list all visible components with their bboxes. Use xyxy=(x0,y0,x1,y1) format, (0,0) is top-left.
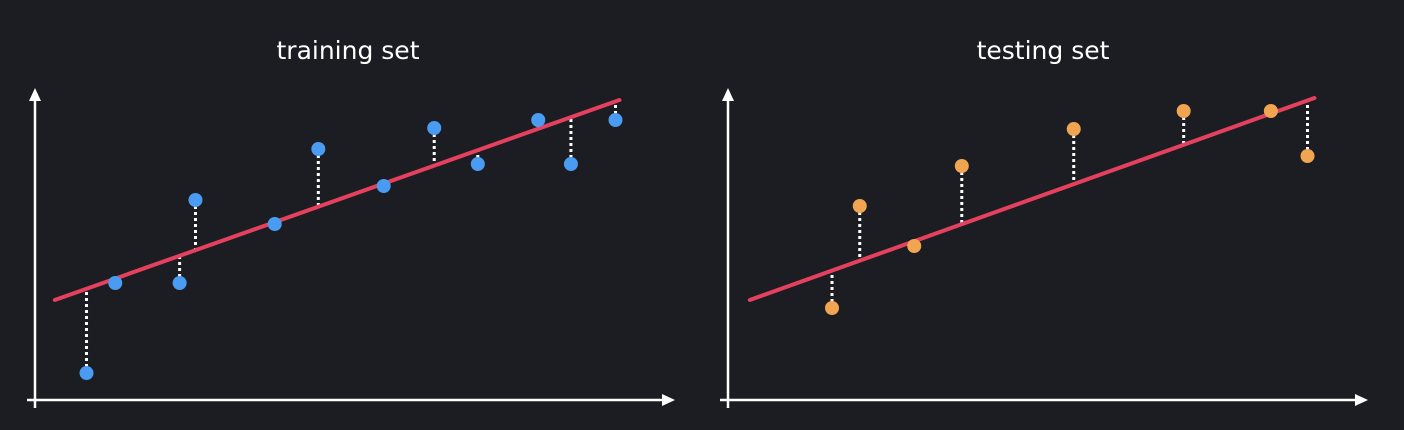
data-point xyxy=(470,157,485,171)
data-point xyxy=(907,239,922,253)
regression-line xyxy=(52,98,622,302)
data-point xyxy=(852,199,867,213)
data-point xyxy=(267,217,282,231)
data-point xyxy=(376,179,391,193)
x-axis-arrow xyxy=(662,394,675,406)
data-point xyxy=(311,142,326,156)
chart-title: testing set xyxy=(977,36,1110,65)
data-point xyxy=(188,193,203,207)
data-point xyxy=(79,366,94,380)
data-point xyxy=(531,113,546,127)
data-point xyxy=(608,113,623,127)
data-point xyxy=(108,276,123,290)
data-point xyxy=(1176,104,1191,118)
data-point xyxy=(1300,149,1315,163)
chart-title: training set xyxy=(276,36,419,65)
data-point xyxy=(1263,104,1278,118)
data-point xyxy=(954,159,969,173)
data-point xyxy=(172,276,187,290)
regression-line xyxy=(747,96,1317,302)
y-axis-arrow xyxy=(722,88,734,101)
data-point xyxy=(825,301,840,315)
y-axis-arrow xyxy=(29,88,41,101)
x-axis-arrow xyxy=(1355,394,1368,406)
data-point xyxy=(563,157,578,171)
data-point xyxy=(427,121,442,135)
data-point xyxy=(1066,122,1081,136)
